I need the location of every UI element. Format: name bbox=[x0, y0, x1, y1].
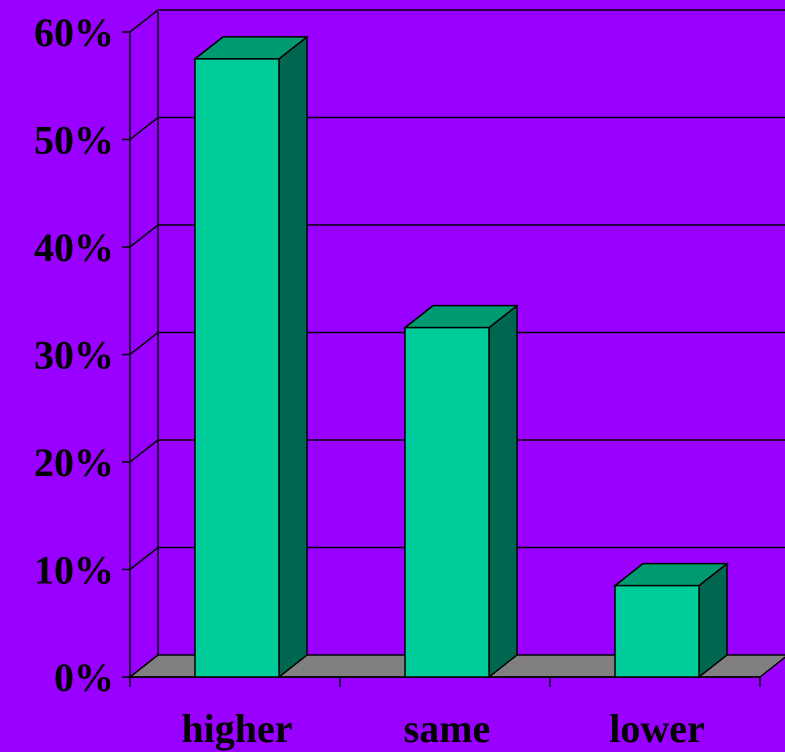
x-category-label: higher bbox=[181, 706, 292, 751]
x-category-label: lower bbox=[609, 706, 705, 751]
bars bbox=[192, 35, 730, 679]
y-tick-label: 30% bbox=[34, 333, 114, 378]
bar-same bbox=[402, 304, 520, 679]
x-category-label: same bbox=[404, 706, 491, 751]
bar-side bbox=[278, 35, 308, 679]
gridline-diagonal bbox=[129, 546, 159, 571]
labels: 0% 10% 20% 30% 40% 50% 60% higher same lower bbox=[34, 10, 705, 751]
bar-front bbox=[614, 584, 700, 678]
bar-front bbox=[404, 326, 490, 678]
bar-side bbox=[488, 304, 518, 679]
bar-higher bbox=[192, 35, 310, 679]
bar-lower bbox=[612, 562, 730, 679]
y-tick-label: 60% bbox=[34, 10, 114, 55]
bar-front bbox=[194, 58, 280, 678]
gridline-diagonal bbox=[129, 331, 159, 356]
gridline-diagonal bbox=[129, 116, 159, 141]
y-tick-label: 40% bbox=[34, 225, 114, 270]
y-tick-label: 50% bbox=[34, 118, 114, 163]
gridline-diagonal bbox=[129, 9, 159, 33]
y-tick-label: 20% bbox=[34, 440, 114, 485]
gridline-diagonal bbox=[129, 224, 159, 248]
gridline-diagonal bbox=[129, 439, 159, 463]
y-tick-label: 0% bbox=[54, 655, 114, 700]
y-tick-label: 10% bbox=[34, 548, 114, 593]
